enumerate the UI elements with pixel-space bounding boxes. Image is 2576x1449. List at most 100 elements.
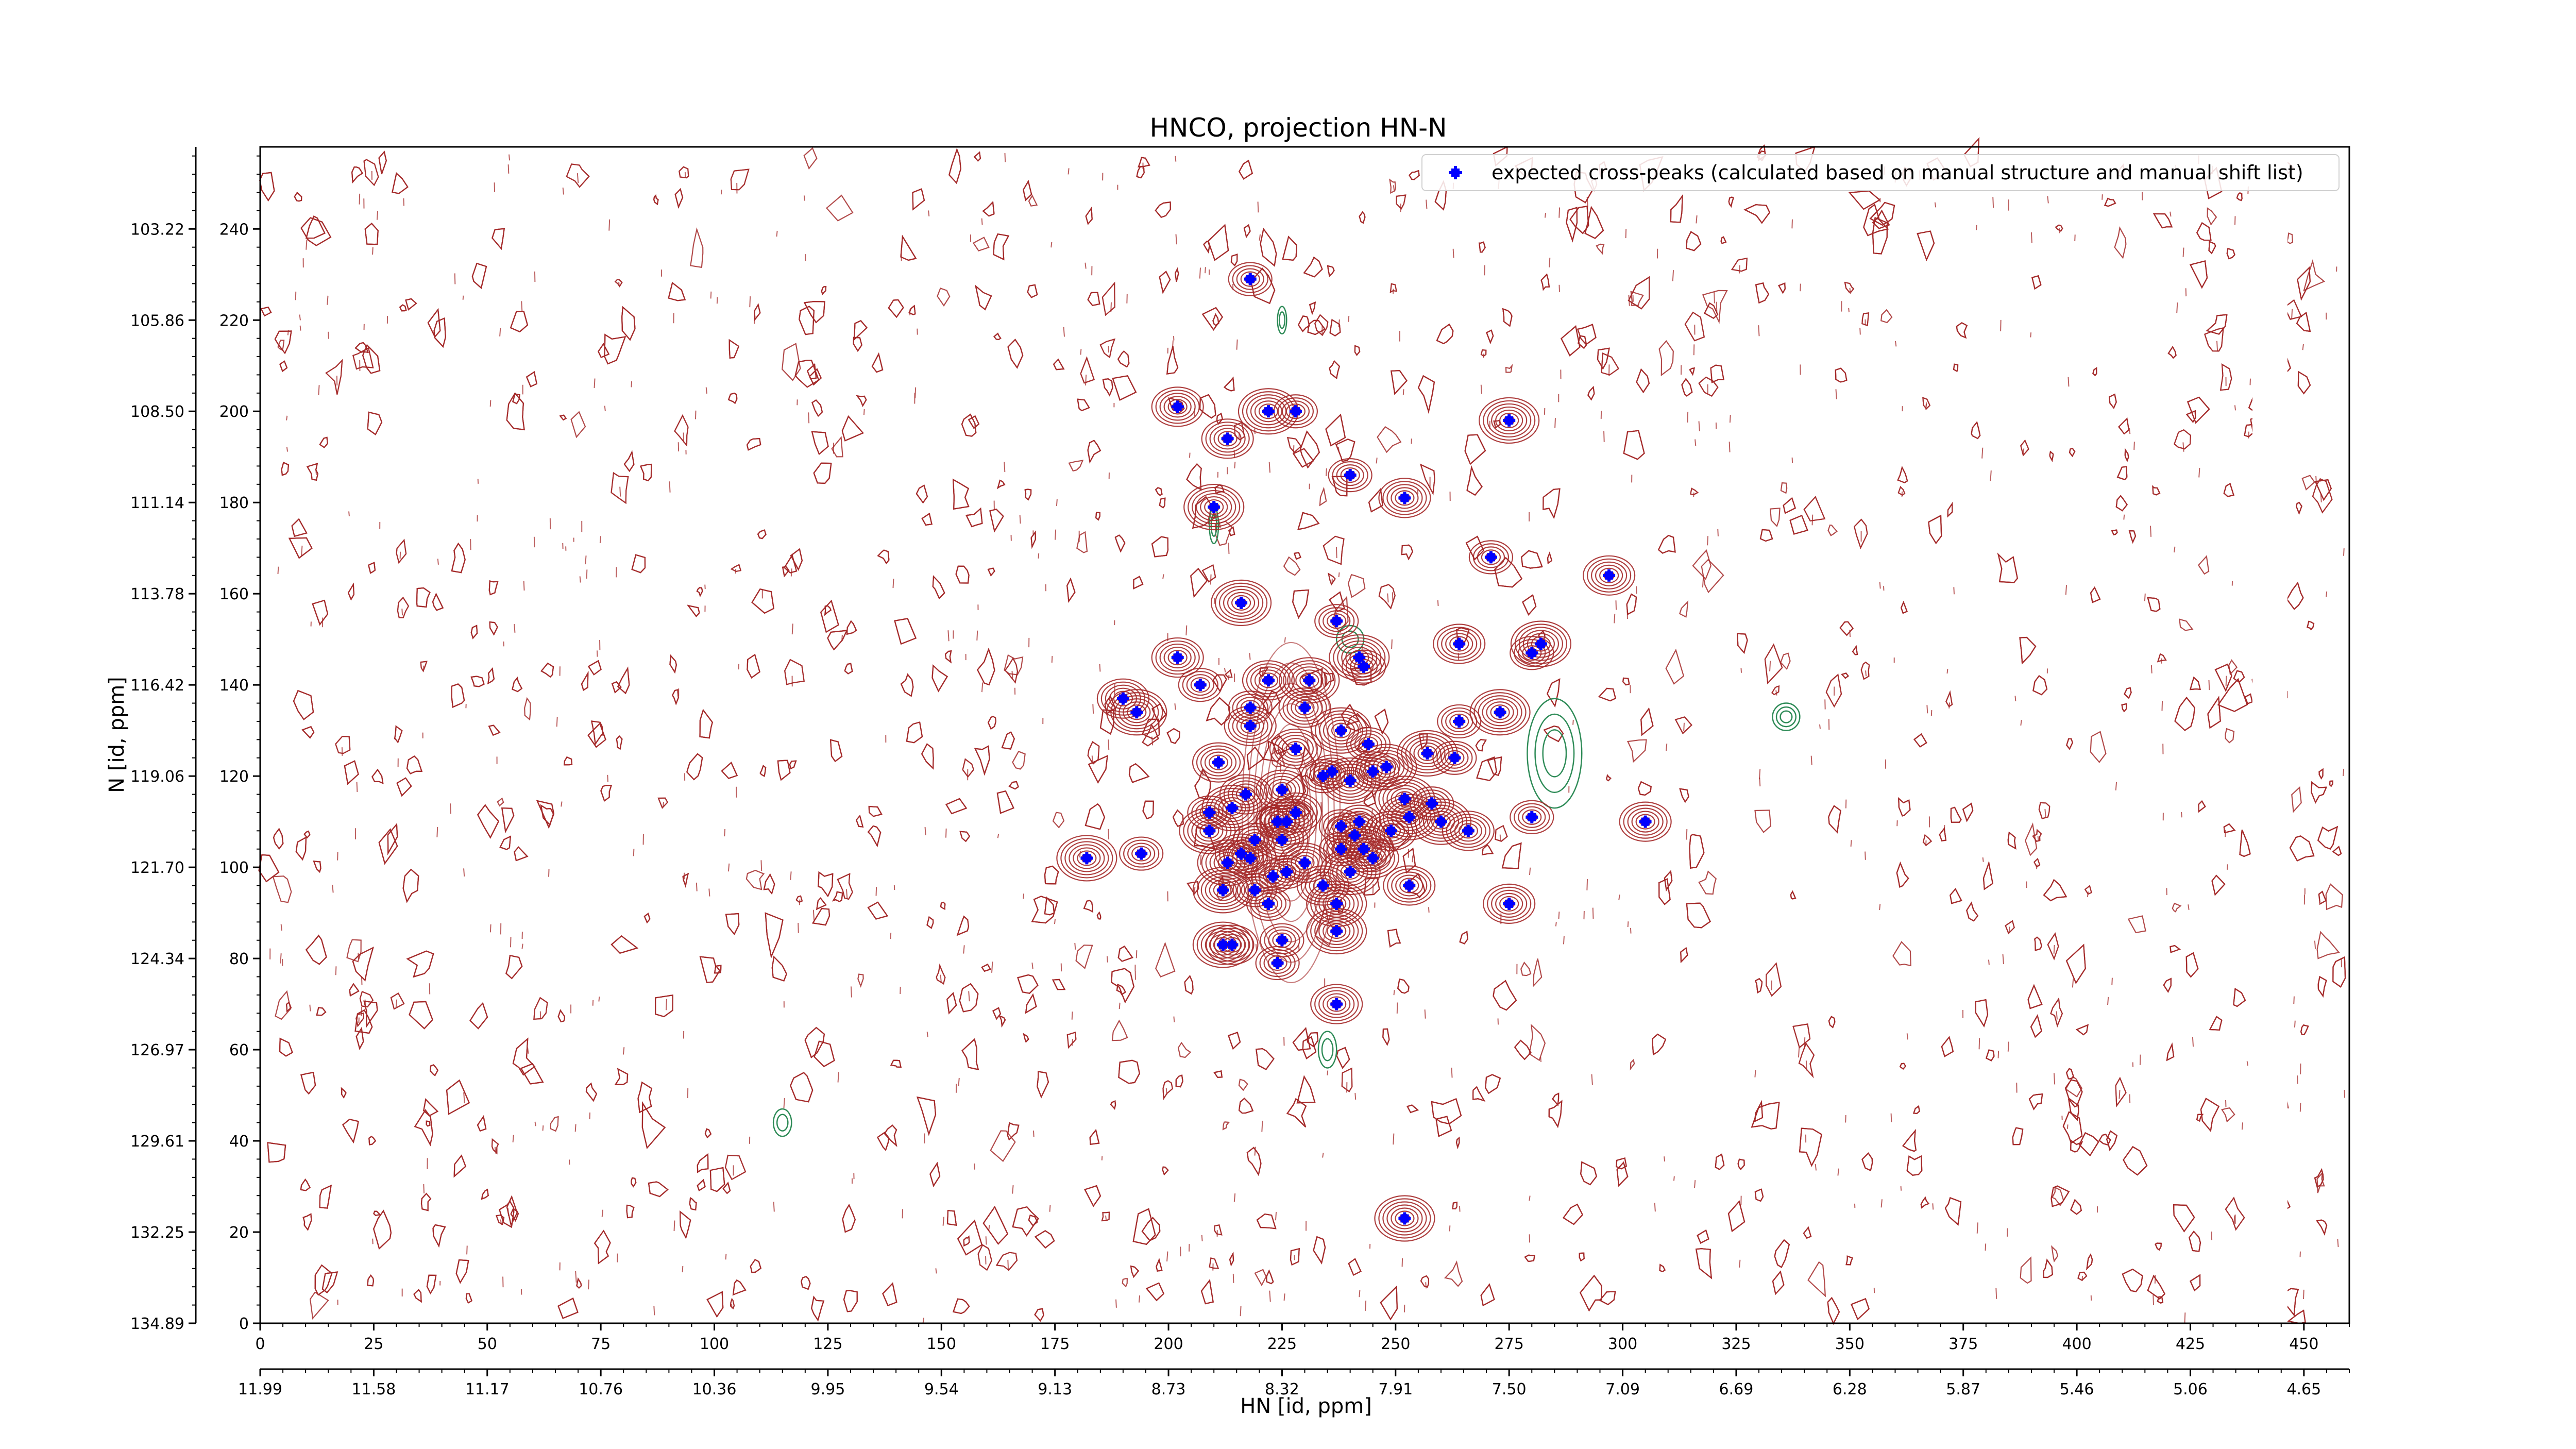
x-ppm-tick-label: 11.17 <box>465 1380 510 1399</box>
noise-contour <box>2286 581 2304 610</box>
peak-contour <box>1432 740 1477 775</box>
noise-dash <box>2343 768 2345 777</box>
noise-dash <box>1906 1033 1908 1040</box>
noise-contour <box>1772 1270 1785 1295</box>
noise-dash <box>403 198 404 206</box>
noise-contour <box>1128 763 1150 783</box>
noise-dash <box>1165 1088 1167 1095</box>
noise-contour <box>1679 600 1689 618</box>
peak-contour <box>1131 846 1151 862</box>
noise-contour <box>944 650 952 664</box>
noise-contour <box>955 565 970 584</box>
noise-contour <box>1270 748 1285 768</box>
noise-dash <box>1138 1295 1141 1303</box>
noise-contour <box>1754 1188 1764 1202</box>
noise-contour <box>804 1026 825 1058</box>
noise-contour <box>319 1184 332 1209</box>
noise-contour <box>451 683 465 708</box>
noise-contour <box>1076 531 1088 553</box>
peak-contour <box>1295 855 1315 871</box>
noise-contour <box>1727 1200 1745 1233</box>
noise-dash <box>1338 319 1340 327</box>
noise-contour <box>293 689 314 720</box>
noise-contour <box>1659 1263 1666 1273</box>
noise-contour <box>1292 448 1315 468</box>
peak-contour <box>1188 486 1241 528</box>
peak-contour <box>1201 843 1254 883</box>
noise-contour <box>1966 901 1979 922</box>
x-index-tick-label: 225 <box>1267 1335 1297 1353</box>
noise-contour <box>987 567 995 577</box>
noise-contour <box>965 507 983 528</box>
noise-contour <box>1720 236 1727 244</box>
noise-contour <box>1630 291 1644 306</box>
noise-contour <box>2289 835 2315 862</box>
noise-contour <box>617 666 630 695</box>
peak-contour <box>1118 698 1155 727</box>
noise-contour <box>1435 1116 1452 1137</box>
peak-contour <box>1258 896 1279 912</box>
peak-contour <box>1069 844 1105 872</box>
noise-contour <box>1827 524 1838 536</box>
noise-contour <box>346 939 362 963</box>
noise-contour <box>1037 1071 1049 1099</box>
noise-contour <box>354 1009 373 1034</box>
noise-contour <box>1702 290 1728 324</box>
noise-contour <box>1052 979 1066 990</box>
noise-contour <box>526 371 538 387</box>
expected-cross-peak <box>1289 743 1302 755</box>
noise-dash <box>705 387 707 394</box>
noise-contour <box>585 1082 598 1102</box>
peak-contour <box>1196 924 1249 965</box>
noise-contour <box>1827 1296 1840 1325</box>
peak-contour <box>1377 759 1397 775</box>
noise-contour <box>1543 488 1561 519</box>
noise-dash <box>1686 829 1688 840</box>
expected-cross-peak <box>1248 834 1261 846</box>
noise-contour <box>2316 1219 2328 1236</box>
noise-contour <box>2033 857 2041 868</box>
noise-dash <box>2067 377 2070 387</box>
noise-contour <box>824 605 832 616</box>
noise-dash <box>1236 339 1238 350</box>
noise-contour <box>406 755 423 774</box>
noise-contour <box>1493 980 1517 1011</box>
noise-contour <box>470 676 485 687</box>
peak-contour <box>1259 807 1296 836</box>
noise-contour <box>363 159 379 187</box>
noise-contour <box>471 262 487 289</box>
noise-dash <box>2326 591 2328 597</box>
peak-contour <box>1417 745 1437 761</box>
peak-contour <box>1263 868 1283 884</box>
noise-dash <box>599 536 602 544</box>
expected-cross-peak <box>1348 829 1361 842</box>
peak-contour <box>1231 595 1251 611</box>
noise-dash <box>2053 1073 2056 1085</box>
noise-contour <box>1012 1206 1039 1237</box>
noise-contour <box>354 342 369 353</box>
noise-dash <box>1810 755 1812 765</box>
noise-dash <box>574 1124 577 1132</box>
noise-contour <box>1913 1105 1920 1115</box>
noise-contour <box>465 1293 472 1304</box>
noise-dash <box>1943 825 1945 833</box>
noise-dash <box>521 301 523 312</box>
expected-cross-peak <box>1453 715 1466 728</box>
noise-contour <box>1598 687 1617 702</box>
peak-contour <box>1427 811 1455 833</box>
noise-contour <box>1329 360 1341 379</box>
noise-contour <box>921 743 934 770</box>
noise-contour <box>587 660 602 676</box>
peak-contour <box>1487 886 1532 921</box>
noise-contour <box>2207 696 2221 729</box>
noise-contour <box>2084 885 2092 895</box>
noise-contour <box>687 604 700 617</box>
noise-contour <box>2147 597 2161 612</box>
peak-contour <box>1250 666 1287 695</box>
noise-contour <box>1485 1074 1501 1094</box>
noise-dash <box>2030 232 2032 243</box>
noise-contour <box>378 828 398 865</box>
peak-contour <box>1283 660 1336 701</box>
y-ppm-tick-label: 121.70 <box>130 859 184 877</box>
noise-contour <box>993 332 1002 340</box>
